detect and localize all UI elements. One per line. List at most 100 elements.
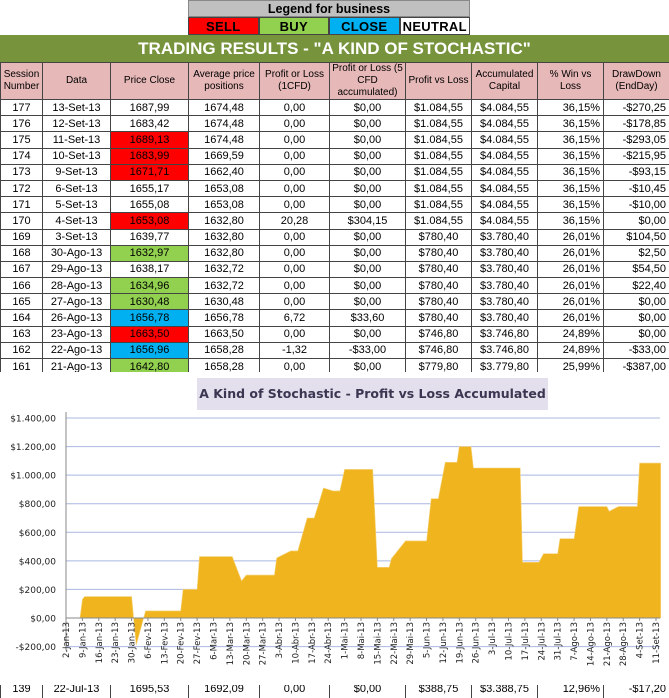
table-cell: 1630,48 xyxy=(111,294,189,310)
table-cell: $746,80 xyxy=(406,326,472,342)
table-cell: 175 xyxy=(1,132,43,148)
x-tick-label: 26-Jun-13 xyxy=(472,622,482,664)
table-cell: -$293,05 xyxy=(604,132,669,148)
table-cell: $4.084,55 xyxy=(472,164,538,180)
table-cell: 1632,72 xyxy=(189,278,260,294)
chart-title: A Kind of Stochastic - Profit vs Loss Ac… xyxy=(197,378,548,410)
table-cell: 0,00 xyxy=(260,229,330,245)
table-cell: 1632,80 xyxy=(189,213,260,229)
table-cell: -$33,00 xyxy=(604,342,669,358)
x-tick-label: 13-Mar-13 xyxy=(226,622,236,665)
column-header: Price Close xyxy=(111,63,189,100)
table-cell: 4-Set-13 xyxy=(43,213,111,229)
table-cell: 26,01% xyxy=(538,229,604,245)
table-cell: $3.780,40 xyxy=(472,278,538,294)
x-tick-label: 15-Mai-13 xyxy=(373,622,383,665)
table-cell: $3.780,40 xyxy=(472,245,538,261)
chart-plot: -$200,00$0,00$200,00$400,00$600,00$800,0… xyxy=(0,372,669,685)
x-tick-label: 8-Mai-13 xyxy=(357,622,367,659)
table-cell: 1683,99 xyxy=(111,148,189,164)
y-tick-label: $800,00 xyxy=(19,500,56,510)
y-tick-label: $400,00 xyxy=(19,557,56,567)
x-tick-label: 24-Jul-13 xyxy=(537,622,547,661)
table-cell: 36,15% xyxy=(538,164,604,180)
table-cell: $3.780,40 xyxy=(472,294,538,310)
table-cell: 1656,96 xyxy=(111,342,189,358)
table-cell: $0,00 xyxy=(604,213,669,229)
x-tick-label: 31-Jul-13 xyxy=(554,622,564,661)
table-cell: $0,00 xyxy=(330,180,406,196)
y-tick-label: $1.400,00 xyxy=(10,415,56,425)
table-cell: 1658,28 xyxy=(189,342,260,358)
table-cell: 36,15% xyxy=(538,100,604,116)
table-cell: 0,00 xyxy=(260,100,330,116)
table-cell: $0,00 xyxy=(330,100,406,116)
table-cell: $4.084,55 xyxy=(472,148,538,164)
table-cell: $0,00 xyxy=(330,197,406,213)
table-cell: $4.084,55 xyxy=(472,180,538,196)
table-cell: 0,00 xyxy=(260,326,330,342)
table-cell: 1683,42 xyxy=(111,116,189,132)
table-cell: 6-Set-13 xyxy=(43,180,111,196)
table-cell: 0,00 xyxy=(260,116,330,132)
table-cell: 12-Set-13 xyxy=(43,116,111,132)
table-cell: 173 xyxy=(1,164,43,180)
x-tick-label: 7-Ago-13 xyxy=(570,622,580,661)
table-cell: 3-Set-13 xyxy=(43,229,111,245)
table-cell: 30-Ago-13 xyxy=(43,245,111,261)
x-tick-label: 2-Jan-13 xyxy=(62,622,72,658)
table-cell: 1653,08 xyxy=(189,197,260,213)
x-tick-label: 28-Ago-13 xyxy=(619,622,629,666)
table-cell: 26,01% xyxy=(538,294,604,310)
column-header: Session Number xyxy=(1,63,43,100)
table-cell: 1663,50 xyxy=(111,326,189,342)
x-tick-label: 23-Jan-13 xyxy=(111,622,121,663)
table-cell: 0,00 xyxy=(260,132,330,148)
legend-item-sell: SELL xyxy=(188,17,259,35)
table-cell: 0,00 xyxy=(260,245,330,261)
x-tick-label: 1-Mai-13 xyxy=(341,622,351,659)
table-cell: $0,00 xyxy=(330,326,406,342)
table-cell: $1.084,55 xyxy=(406,180,472,196)
table-cell: 0,00 xyxy=(260,180,330,196)
table-cell: 1632,80 xyxy=(189,245,260,261)
table-cell: $304,15 xyxy=(330,213,406,229)
table-cell: 1632,97 xyxy=(111,245,189,261)
table-cell: 0,00 xyxy=(260,261,330,277)
table-cell: $4.084,55 xyxy=(472,100,538,116)
x-tick-label: 14-Ago-13 xyxy=(586,622,596,666)
table-cell: $3.746,80 xyxy=(472,326,538,342)
table-cell: 1663,50 xyxy=(189,326,260,342)
table-cell: $0,00 xyxy=(330,116,406,132)
table-cell: -$10,00 xyxy=(604,197,669,213)
y-tick-label: -$200,00 xyxy=(16,643,57,653)
table-cell: 36,15% xyxy=(538,213,604,229)
table-cell: $0,00 xyxy=(330,278,406,294)
table-cell: 5-Set-13 xyxy=(43,197,111,213)
legend-item-buy: BUY xyxy=(259,17,330,35)
x-tick-label: 20-Mar-13 xyxy=(242,622,252,665)
table-cell: $1.084,55 xyxy=(406,100,472,116)
y-tick-label: $600,00 xyxy=(19,529,56,539)
legend-title: Legend for business xyxy=(188,0,470,17)
table-cell: 10-Set-13 xyxy=(43,148,111,164)
table-cell: 24,89% xyxy=(538,342,604,358)
x-tick-label: 12-Jun-13 xyxy=(439,622,449,664)
x-tick-label: 13-Fev-13 xyxy=(160,622,170,664)
table-cell: $22,40 xyxy=(604,278,669,294)
x-tick-label: 29-Mai-13 xyxy=(406,622,416,665)
table-cell: 26,01% xyxy=(538,310,604,326)
x-tick-label: 6-Mar-13 xyxy=(210,622,220,660)
x-tick-label: 4-Set-13 xyxy=(636,622,646,658)
series-area xyxy=(80,447,661,645)
table-cell: 177 xyxy=(1,100,43,116)
table-cell: 169 xyxy=(1,229,43,245)
table-cell: $4.084,55 xyxy=(472,132,538,148)
table-cell: 166 xyxy=(1,278,43,294)
